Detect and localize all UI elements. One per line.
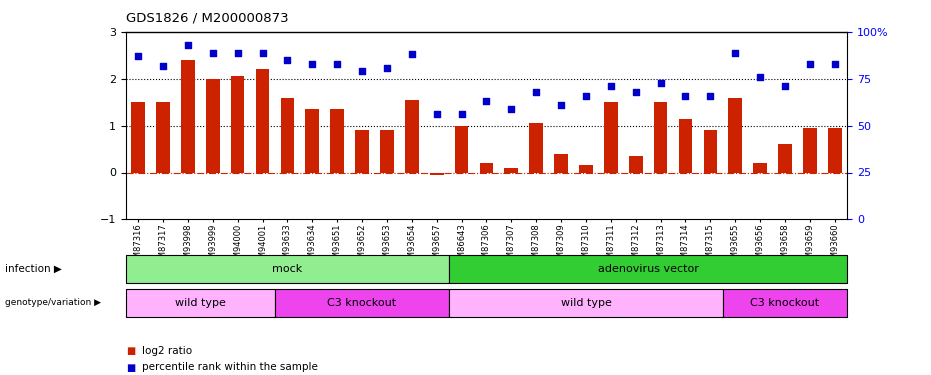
Text: percentile rank within the sample: percentile rank within the sample [142,363,318,372]
Point [181,42,196,48]
Point [678,93,693,99]
Text: mock: mock [272,264,303,274]
Bar [778,144,792,172]
Bar [256,69,269,172]
Bar [430,172,443,175]
Point [280,57,295,63]
Point [479,98,493,104]
Point [355,68,370,74]
Text: ■: ■ [126,346,135,355]
Point [777,83,792,89]
Point [654,80,668,86]
Point [380,64,395,70]
Text: log2 ratio: log2 ratio [142,346,193,355]
Bar [579,165,593,172]
Bar [728,98,742,172]
Bar [505,168,519,172]
Bar [454,126,468,172]
Point [155,63,170,69]
Bar [181,60,195,172]
Text: C3 knockout: C3 knockout [328,298,397,308]
Bar [704,130,717,172]
Point [703,93,718,99]
Point [803,61,817,67]
Bar [479,163,493,172]
Point [828,61,843,67]
Point [304,61,319,67]
Text: genotype/variation ▶: genotype/variation ▶ [5,298,101,307]
Bar [828,128,842,172]
Bar [679,118,693,172]
Point [504,106,519,112]
Text: wild type: wild type [560,298,612,308]
Bar [530,123,543,172]
Point [454,111,469,117]
Point [429,111,444,117]
Point [230,50,245,55]
Text: C3 knockout: C3 knockout [750,298,819,308]
Point [255,50,270,55]
Bar [604,102,617,172]
Bar [803,128,816,172]
Text: wild type: wild type [175,298,225,308]
Point [404,51,419,57]
Text: ■: ■ [126,363,135,372]
Bar [331,109,344,172]
Bar [654,102,668,172]
Bar [280,98,294,172]
Point [603,83,618,89]
Text: GDS1826 / M200000873: GDS1826 / M200000873 [126,11,289,24]
Point [529,89,544,95]
Text: adenovirus vector: adenovirus vector [598,264,698,274]
Bar [156,102,169,172]
Text: infection ▶: infection ▶ [5,264,61,274]
Bar [380,130,394,172]
Bar [405,100,419,172]
Point [752,74,767,80]
Bar [231,76,245,172]
Bar [356,130,369,172]
Bar [206,79,220,172]
Bar [628,156,642,172]
Bar [305,109,319,172]
Point [578,93,593,99]
Point [206,50,221,55]
Point [330,61,344,67]
Point [728,50,743,55]
Point [130,53,145,59]
Bar [131,102,145,172]
Bar [753,163,767,172]
Point [628,89,643,95]
Point [554,102,569,108]
Bar [554,154,568,173]
